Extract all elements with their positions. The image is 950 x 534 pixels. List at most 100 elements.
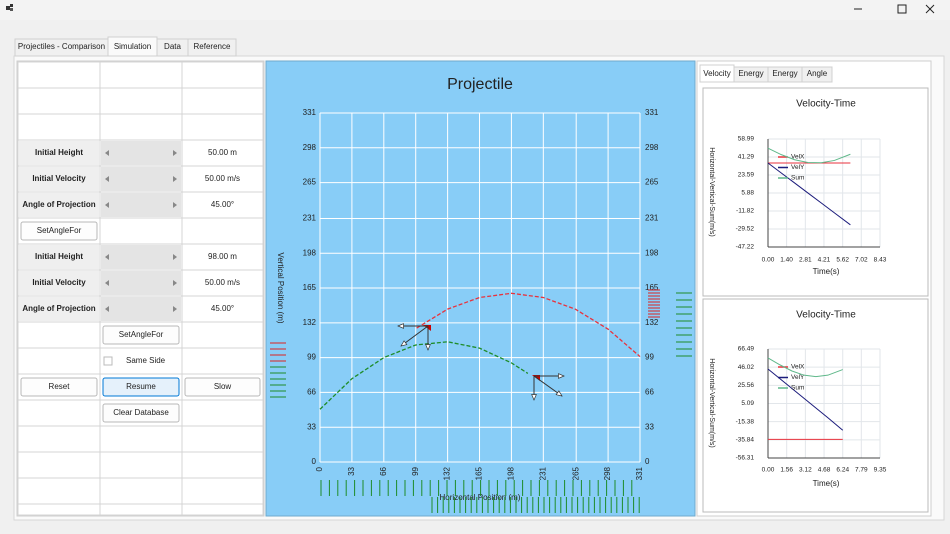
arrow-head: [555, 390, 563, 397]
right-tab-strip: Velocity Energy Energy Angle: [699, 64, 833, 83]
tab-label[interactable]: Simulation: [114, 42, 151, 51]
y-axis-title: Horizontal-Vertical-Sum(m/s): [708, 147, 715, 236]
grid-cell: [181, 87, 264, 115]
maximize-button[interactable]: [897, 4, 907, 14]
y-tick-label: 99: [307, 353, 316, 362]
legend-label: VelX: [791, 154, 805, 161]
y2-tick-label: 33: [645, 422, 654, 431]
slider[interactable]: [101, 141, 181, 165]
grid-cell: [17, 477, 101, 505]
y-tick-label: 41.29: [738, 154, 755, 161]
slider[interactable]: [101, 167, 181, 191]
grid-cell: [17, 61, 101, 89]
tab-label[interactable]: Reference: [194, 42, 231, 51]
slider[interactable]: [101, 245, 181, 269]
grid-cell: [181, 139, 264, 167]
tab-label[interactable]: Data: [164, 42, 181, 51]
tab[interactable]: [187, 38, 237, 57]
x-tick-label: 132: [443, 466, 452, 480]
grid-cell: [17, 347, 101, 375]
slider-right[interactable]: [173, 202, 177, 208]
x-tick-label: 8.43: [874, 257, 887, 264]
grid-cell: [181, 295, 264, 323]
tab-label[interactable]: Energy: [772, 69, 797, 78]
slider-right[interactable]: [173, 150, 177, 156]
y-tick-label: -35.84: [736, 437, 755, 444]
velocity-charts: Velocity-Time 58.99 41.29 23.59 5.88 -11.82 -2…: [708, 99, 887, 488]
x-tick-label: 0.00: [762, 467, 775, 474]
y-axis-title: Vertical Position (m): [276, 252, 285, 323]
slider[interactable]: [101, 193, 181, 217]
y-tick-label: 0: [312, 457, 317, 466]
param-label: Angle of Projection: [22, 200, 95, 209]
button-label[interactable]: Clear Database: [113, 408, 169, 417]
grid-cell: [181, 243, 264, 271]
y-tick-label: 66.49: [738, 346, 755, 353]
velocity-line: [767, 162, 851, 226]
button-label[interactable]: SetAngleFor: [37, 226, 82, 235]
y-tick-label: 231: [303, 214, 317, 223]
y2-tick-label: 0: [645, 457, 650, 466]
param-label-cell: [19, 141, 99, 165]
y-tick-label: 331: [303, 108, 317, 117]
checkbox[interactable]: [103, 356, 113, 366]
y-tick-label: 5.09: [741, 400, 754, 407]
close-button[interactable]: [925, 4, 935, 14]
slider-right[interactable]: [173, 306, 177, 312]
trajectory: [416, 292, 641, 358]
slider-right[interactable]: [173, 254, 177, 260]
slider-left[interactable]: [105, 280, 109, 286]
checkbox-label[interactable]: Same Side: [126, 356, 166, 365]
x-tick-label: 265: [571, 466, 580, 480]
y2-tick-label: 66: [645, 388, 654, 397]
y2-tick-label: 99: [645, 353, 654, 362]
tab-label[interactable]: Energy: [738, 69, 763, 78]
button-label[interactable]: Resume: [126, 382, 156, 391]
param-value: 50.00 m/s: [205, 174, 240, 183]
param-value: 45.00°: [211, 304, 234, 313]
velocity-line: [767, 357, 843, 378]
button[interactable]: [102, 325, 180, 345]
grid-cell: [17, 399, 101, 427]
x-tick-label: 2.81: [799, 257, 812, 264]
tab-label[interactable]: Angle: [807, 69, 828, 78]
x-tick-label: 4.68: [818, 467, 831, 474]
slider-left[interactable]: [105, 202, 109, 208]
param-label: Angle of Projection: [22, 304, 95, 313]
param-label: Initial Height: [35, 148, 83, 157]
chart-title: Velocity-Time: [796, 310, 856, 321]
grid-cell: [181, 61, 264, 89]
tab[interactable]: [801, 66, 833, 83]
slider[interactable]: [101, 297, 181, 321]
controls: Initial Height 50.00 m Initial Velocity 50.…: [17, 61, 264, 516]
title-bar: [0, 0, 950, 20]
button[interactable]: [20, 377, 98, 397]
x-tick-label: 1.40: [780, 257, 793, 264]
tab-label[interactable]: Projectiles - Comparison: [18, 42, 105, 51]
slider-left[interactable]: [105, 150, 109, 156]
button[interactable]: [102, 403, 180, 423]
button[interactable]: [184, 377, 261, 397]
tab-label[interactable]: Velocity: [703, 69, 731, 78]
button-label[interactable]: Slow: [214, 382, 232, 391]
button-label[interactable]: Reset: [49, 382, 71, 391]
y-tick-label: 33: [307, 422, 316, 431]
y-tick-label: 66: [307, 388, 316, 397]
slider-left[interactable]: [105, 306, 109, 312]
slider-right[interactable]: [173, 280, 177, 286]
arrow-head: [400, 340, 408, 347]
slider[interactable]: [101, 271, 181, 295]
x-tick-label: 33: [347, 466, 356, 475]
button-label[interactable]: SetAngleFor: [119, 330, 164, 339]
legend-label: VelX: [791, 364, 805, 371]
button[interactable]: [102, 377, 180, 397]
y-tick-label: 5.88: [741, 190, 754, 197]
y-tick-label: 23.59: [738, 172, 755, 179]
y-tick-label: -47.22: [736, 244, 755, 251]
slider-left[interactable]: [105, 254, 109, 260]
button[interactable]: [20, 221, 98, 241]
slider-left[interactable]: [105, 176, 109, 182]
y-tick-label: -29.52: [736, 226, 755, 233]
slider-right[interactable]: [173, 176, 177, 182]
